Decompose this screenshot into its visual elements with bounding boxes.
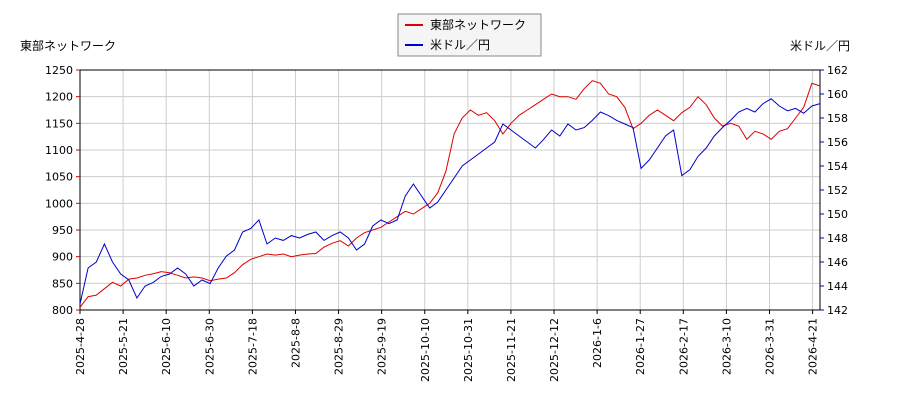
x-tick-label: 2025-5-21 [117,318,130,375]
x-tick-label: 2025-10-31 [462,318,475,382]
right-tick-label: 142 [827,304,848,317]
right-tick-label: 144 [827,280,848,293]
left-tick-label: 900 [52,251,73,264]
right-axis-title: 米ドル／円 [790,39,850,53]
right-tick-label: 150 [827,208,848,221]
x-tick-label: 2025-10-10 [419,318,432,382]
series-line-1 [79,98,821,305]
left-tick-label: 1150 [45,117,73,130]
left-axis-ticks: 800 850 900 950 1000 1050 1100 1150 1200 1250 [45,64,80,317]
legend-label-0: 東部ネットワーク [430,17,526,32]
left-tick-label: 1050 [45,171,73,184]
series-line-0 [79,80,821,308]
right-tick-label: 156 [827,136,848,149]
x-tick-label: 2025-6-30 [203,318,216,375]
x-tick-label: 2026-3-31 [764,318,777,375]
x-tick-label: 2026-1-27 [634,318,647,375]
x-tick-label: 2026-4-21 [807,318,820,375]
left-axis-title: 東部ネットワーク [20,38,116,53]
right-axis-ticks: 142 144 146 148 150 152 154 156 158 160 162 [820,64,848,317]
right-tick-label: 158 [827,112,848,125]
x-axis-ticks: 2025-4-28 2025-5-21 2025-6-10 2025-6-30 2025… [74,310,820,382]
right-tick-label: 152 [827,184,848,197]
grid [79,69,820,311]
x-tick-label: 2025-8-29 [333,318,346,375]
right-tick-label: 148 [827,232,848,245]
series-layer [79,80,821,308]
right-tick-label: 154 [827,160,848,173]
legend: 東部ネットワーク 米ドル／円 [397,13,542,57]
x-tick-label: 2025-12-12 [548,318,561,382]
left-tick-label: 950 [52,224,73,237]
left-tick-label: 1250 [45,64,73,77]
left-tick-label: 1000 [45,197,73,210]
left-tick-label: 1200 [45,91,73,104]
right-tick-label: 146 [827,256,848,269]
x-tick-label: 2026-3-10 [720,318,733,375]
x-tick-label: 2026-1-6 [591,318,604,368]
x-tick-label: 2026-2-17 [677,318,690,375]
x-tick-label: 2025-7-18 [246,318,259,375]
legend-label-1: 米ドル／円 [430,38,490,52]
left-tick-label: 1100 [45,144,73,157]
left-tick-label: 850 [52,277,73,290]
x-tick-label: 2025-4-28 [74,318,87,375]
x-tick-label: 2025-11-21 [505,318,518,382]
x-tick-label: 2025-6-10 [160,318,173,375]
x-tick-label: 2025-9-19 [376,318,389,375]
plot-frame [79,69,821,311]
x-tick-label: 2025-8-8 [289,318,302,368]
right-tick-label: 162 [827,64,848,77]
left-tick-label: 800 [52,304,73,317]
legend-box [397,13,542,57]
right-tick-label: 160 [827,88,848,101]
